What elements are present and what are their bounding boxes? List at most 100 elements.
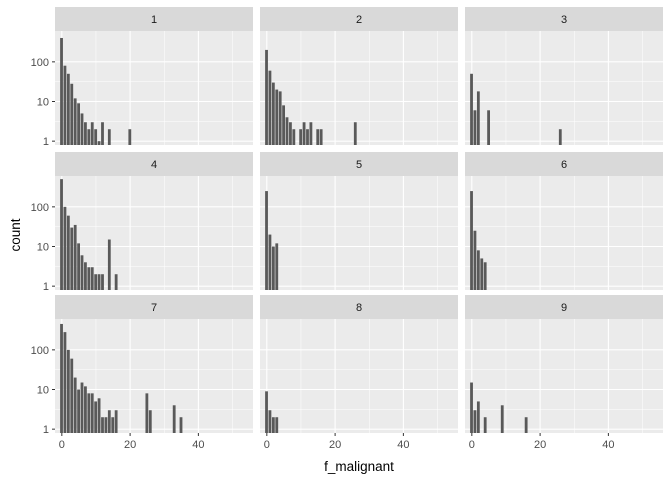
histogram-bar [66,73,70,145]
axes: 1 10 100 1 10 100 1 10 100 0 20 40 0 20 40 0 20 40 [31,57,615,451]
y-tick-label: 10 [37,242,49,254]
histogram-bar [90,393,94,433]
facet-panels: 1 2 3 4 5 6 7 8 9 [55,7,663,433]
histogram-bar [316,129,320,145]
facet-panel-9: 9 [465,295,663,433]
histogram-bar [70,83,74,145]
histogram-bar [268,410,272,433]
histogram-bar [73,377,77,433]
histogram-bar [73,224,77,290]
histogram-bar [289,122,292,145]
histogram-bar [278,91,282,145]
facet-panel-3: 3 [465,7,663,145]
histogram-bar [60,37,63,146]
facet-panel-2: 2 [260,7,458,145]
histogram-bar [63,206,67,290]
facet-strip-label: 3 [561,14,567,26]
histogram-bar [524,417,528,433]
histogram-bar [107,129,111,145]
histogram-bar [101,274,104,290]
facet-strip-label: 6 [561,159,567,171]
histogram-bar [111,417,115,433]
facet-panel-4: 4 [55,152,253,290]
histogram-bar [97,274,101,290]
histogram-bar [179,417,183,433]
histogram-bar [60,179,63,290]
panel-background [260,176,458,290]
histogram-bar [483,262,487,290]
histogram-bar [80,382,84,433]
histogram-bar [94,129,98,145]
histogram-bar [90,267,94,290]
x-tick-label: 40 [602,439,614,451]
histogram-bar [70,358,74,433]
histogram-bar [104,417,108,433]
histogram-bar [107,239,111,290]
histogram-bar [275,243,279,290]
facet-strip [465,7,663,31]
facet-strip-label: 8 [356,302,362,314]
facet-strip [260,7,458,31]
histogram-bar [473,230,477,290]
histogram-bar [271,82,275,145]
facet-strip [55,7,253,31]
histogram-bar [84,262,87,290]
x-tick-label: 40 [397,439,409,451]
histogram-bar [94,401,98,433]
histogram-bar [97,141,101,145]
histogram-bar [319,129,323,145]
histogram-bar [275,417,279,433]
histogram-bar [77,103,80,145]
panel-background [465,31,663,145]
histogram-bar [70,227,74,290]
x-tick-label: 20 [534,439,546,451]
histogram-bar [87,393,91,433]
histogram-bar [148,410,152,433]
histogram-bar [309,122,313,145]
facet-strip-label: 1 [151,14,157,26]
histogram-bar [268,234,272,290]
panel-background [465,176,663,290]
histogram-bar [107,410,111,433]
histogram-bar [97,398,101,433]
facet-strip [465,295,663,319]
histogram-bar [476,91,480,145]
facet-strip [260,152,458,176]
facet-panel-5: 5 [260,152,458,290]
histogram-bar [470,382,473,433]
facet-panel-6: 6 [465,152,663,290]
histogram-bar [353,122,357,145]
histogram-bar [101,122,104,145]
facet-strip-label: 5 [356,159,362,171]
histogram-bar [282,105,285,145]
y-tick-label: 1 [43,136,49,148]
histogram-bar [558,129,562,145]
histogram-bar [87,267,91,290]
histogram-bar [66,349,70,433]
facet-strip [55,152,253,176]
panel-background [260,31,458,145]
histogram-bar [77,243,80,290]
histogram-bar [470,191,473,290]
histogram-bar [145,393,149,433]
facet-strip-label: 4 [151,159,157,171]
histogram-bar [80,113,84,145]
x-tick-label: 20 [124,439,136,451]
y-tick-label: 100 [31,202,49,214]
histogram-bar [114,410,118,433]
histogram-bar [128,129,132,145]
histogram-bar [84,122,87,145]
histogram-bar [66,215,70,290]
histogram-bar [172,405,176,433]
histogram-bar [73,98,77,145]
panel-background [260,319,458,433]
y-tick-label: 10 [37,97,49,109]
facet-strip [260,295,458,319]
histogram-bar [87,129,91,145]
histogram-bar [275,89,279,145]
facet-panel-1: 1 [55,7,253,146]
histogram-bar [473,410,477,433]
y-tick-label: 10 [37,385,49,397]
histogram-bar [292,129,296,145]
